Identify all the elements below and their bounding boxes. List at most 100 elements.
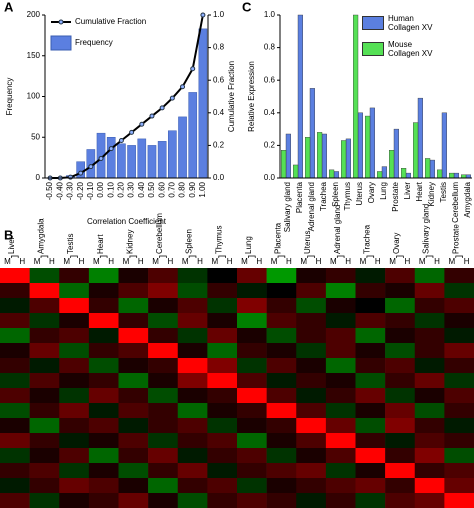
heat-cell [29, 358, 60, 374]
line-point [139, 121, 145, 127]
heat-cell [355, 433, 386, 449]
heat-cell [59, 358, 90, 374]
subcolumn-label: H [464, 257, 470, 266]
x-tick-label: 0.50 [147, 181, 156, 197]
heat-cell [444, 268, 474, 284]
column-label: Kidney [125, 230, 134, 254]
heat-cell [148, 343, 179, 359]
column-label: Placenta [274, 222, 283, 254]
heat-cell [237, 478, 267, 494]
heat-cell [444, 388, 474, 404]
heat-cell [177, 358, 208, 374]
heat-cell [59, 298, 90, 314]
heat-cell [266, 418, 297, 434]
heat-cell [237, 268, 267, 284]
heat-cell [118, 433, 149, 449]
bar [405, 172, 412, 179]
heat-cell [414, 403, 445, 419]
column-label: Trachea [362, 224, 371, 254]
subcolumn-label: H [227, 257, 233, 266]
heat-cell [177, 433, 208, 449]
heat-cell [0, 463, 30, 479]
x-tick-label: Kidney [427, 182, 436, 206]
x-tick-label: Prostate [391, 181, 400, 211]
heat-cell [414, 478, 445, 494]
heat-cell [0, 358, 30, 374]
subcolumn-label: M [34, 257, 41, 266]
bar [381, 166, 388, 179]
heat-cell [355, 283, 386, 299]
heat-cell [325, 298, 356, 314]
bracket [277, 255, 286, 258]
heat-cell [88, 373, 119, 389]
line-point [159, 105, 165, 111]
heat-cell [177, 418, 208, 434]
heat-cell [118, 373, 149, 389]
heat-cell [296, 343, 327, 359]
column-label: Spleen [185, 229, 194, 254]
heat-cell [237, 493, 267, 508]
bar [285, 133, 292, 179]
heat-cell [59, 343, 90, 359]
heat-cell [414, 388, 445, 404]
heat-cell [237, 313, 267, 329]
subcolumn-label: H [286, 257, 292, 266]
heat-cell [355, 448, 386, 464]
heat-cell [355, 493, 386, 508]
bracket [11, 255, 19, 258]
heat-cell [148, 463, 179, 479]
heat-cell [325, 328, 356, 344]
legend-label: Mouse Collagen XV [388, 40, 433, 58]
heat-cell [325, 343, 356, 359]
bracket [218, 255, 226, 258]
heat-cell [237, 463, 267, 479]
heat-cell [177, 268, 208, 284]
bracket [99, 255, 108, 258]
line-point [180, 84, 186, 90]
bar [369, 107, 376, 179]
bracket [40, 255, 49, 258]
bar [198, 28, 208, 179]
heat-cell [177, 328, 208, 344]
heat-cell [296, 403, 327, 419]
legend-point [58, 19, 64, 25]
heat-cell [177, 283, 208, 299]
heat-cell [237, 373, 267, 389]
legend-item: Mouse Collagen XV [362, 40, 438, 58]
line-point [200, 12, 206, 18]
column-label: Salivary gland [422, 204, 431, 254]
heat-cell [444, 448, 474, 464]
heat-cell [237, 433, 267, 449]
heat-cell [88, 403, 119, 419]
bar [329, 169, 335, 179]
x-tick-label: Lung [379, 182, 388, 200]
x-tick-label: Uterus [355, 182, 364, 206]
legend-swatch [362, 42, 384, 56]
heat-cell [59, 268, 90, 284]
x-tick-label: 0.40 [137, 181, 146, 197]
heat-cell [414, 463, 445, 479]
cumulative-line [50, 14, 204, 179]
heat-cell [59, 403, 90, 419]
heat-cell [296, 418, 327, 434]
heat-cell [385, 478, 416, 494]
heat-cell [414, 283, 445, 299]
heat-cell [296, 448, 327, 464]
heat-cell [59, 283, 90, 299]
heat-cell [444, 478, 474, 494]
heat-cell [266, 478, 297, 494]
y2-tick-label: 0.6 [213, 75, 225, 84]
bar [357, 112, 364, 179]
heat-cell [266, 433, 297, 449]
heat-cell [59, 373, 90, 389]
heat-cell [414, 268, 445, 284]
heat-cell [296, 313, 327, 329]
heat-cell [118, 448, 149, 464]
heat-cell [148, 493, 179, 508]
heat-cell [118, 343, 149, 359]
heat-cell [118, 388, 149, 404]
heat-cell [296, 268, 327, 284]
heat-cell [118, 313, 149, 329]
column-label: Uterus [303, 230, 312, 254]
heat-cell [385, 298, 416, 314]
